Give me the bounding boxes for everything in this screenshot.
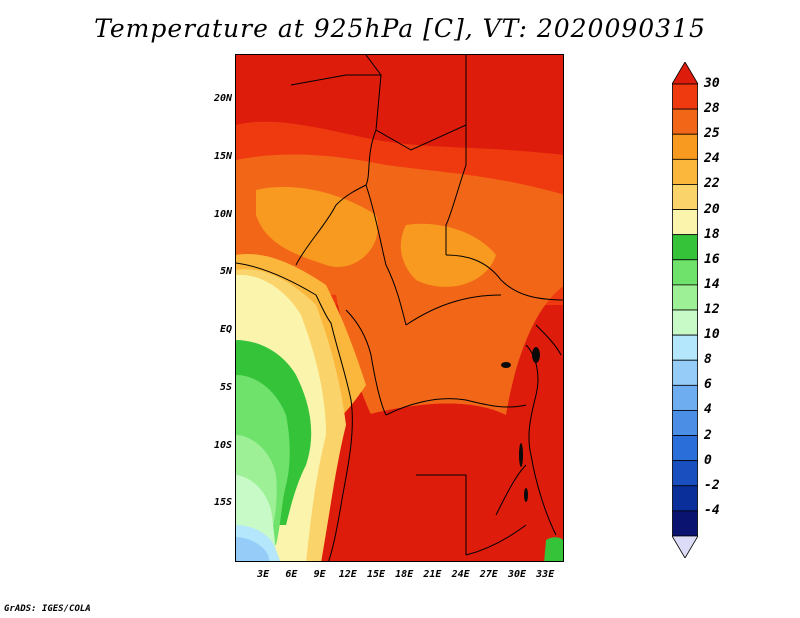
colorbar-level-label: 25 xyxy=(704,126,720,142)
lon-tick-label: 3E xyxy=(257,569,270,580)
temperature-map xyxy=(235,54,564,562)
colorbar-segment xyxy=(672,158,698,185)
lat-tick-label: 10S xyxy=(213,439,232,451)
lon-tick-label: 6E xyxy=(285,569,298,580)
lat-tick-label: EQ xyxy=(219,324,232,336)
coastlines-and-borders xyxy=(236,55,563,561)
colorbar-level-label: -2 xyxy=(704,477,720,493)
lon-tick-label: 15E xyxy=(366,569,386,580)
lakes xyxy=(501,347,540,502)
colorbar-level-label: 0 xyxy=(704,452,712,468)
colorbar-segment xyxy=(672,234,698,261)
colorbar-level-label: 6 xyxy=(704,377,712,393)
colorbar-segment xyxy=(672,485,698,512)
lon-tick-label: 33E xyxy=(536,569,555,580)
map-title: Temperature at 925hPa [C], VT: 202009031… xyxy=(94,14,706,43)
colorbar-segment xyxy=(672,359,698,386)
lon-tick-label: 24E xyxy=(451,569,470,580)
colorbar-level-label: 24 xyxy=(704,151,720,167)
field-6 xyxy=(236,537,270,561)
lon-tick-label: 18E xyxy=(395,569,414,580)
colorbar-top-arrow xyxy=(672,62,698,85)
colorbar-level-label: 20 xyxy=(704,201,720,217)
colorbar-segment xyxy=(672,309,698,336)
lat-tick-label: 20N xyxy=(213,93,232,105)
colorbar-segment xyxy=(672,259,698,286)
colorbar-segment xyxy=(672,460,698,487)
lat-tick-label: 5S xyxy=(219,381,232,393)
lon-tick-label: 9E xyxy=(313,569,326,580)
colorbar-segment xyxy=(672,284,698,311)
colorbar-level-label: 8 xyxy=(704,352,712,368)
colorbar-level-label: 14 xyxy=(704,276,720,292)
grads-credit: GrADS: IGES/COLA xyxy=(4,604,91,614)
colorbar-level-label: 4 xyxy=(704,402,712,418)
field-16-se xyxy=(544,537,563,561)
colorbar-segment xyxy=(672,108,698,135)
colorbar-level-label: -4 xyxy=(704,502,720,518)
colorbar-level-label: 28 xyxy=(704,101,720,117)
colorbar-level-label: 16 xyxy=(704,251,720,267)
colorbar-level-label: 30 xyxy=(704,76,720,91)
colorbar-level-label: 22 xyxy=(704,176,720,192)
colorbar-segment xyxy=(672,184,698,210)
colorbar-segment xyxy=(672,209,698,236)
field-24-west xyxy=(256,186,378,267)
colorbar-segment xyxy=(672,435,698,462)
lon-tick-label: 12E xyxy=(338,569,357,580)
colorbar-bottom-arrow xyxy=(672,535,698,558)
colorbar-level-label: 10 xyxy=(704,327,720,343)
temperature-field xyxy=(236,55,563,561)
colorbar-segment xyxy=(672,83,698,110)
lon-tick-label: 30E xyxy=(507,569,527,580)
colorbar-level-label: 12 xyxy=(704,302,720,317)
lat-tick-label: 10N xyxy=(213,208,232,220)
colorbar-segment xyxy=(672,510,698,537)
lon-tick-label: 27E xyxy=(479,569,498,580)
colorbar-segment xyxy=(672,384,698,411)
lon-tick-label: 21E xyxy=(423,569,442,580)
lat-tick-label: 15S xyxy=(213,497,232,509)
colorbar xyxy=(672,62,698,558)
colorbar-segment xyxy=(672,410,698,436)
field-hot-core xyxy=(346,403,563,561)
colorbar-level-label: 18 xyxy=(704,226,720,242)
lat-tick-label: 15N xyxy=(213,150,232,162)
colorbar-level-label: 2 xyxy=(704,427,712,443)
colorbar-segment xyxy=(672,334,698,361)
lat-tick-label: 5N xyxy=(219,266,232,278)
colorbar-segment xyxy=(672,133,698,160)
